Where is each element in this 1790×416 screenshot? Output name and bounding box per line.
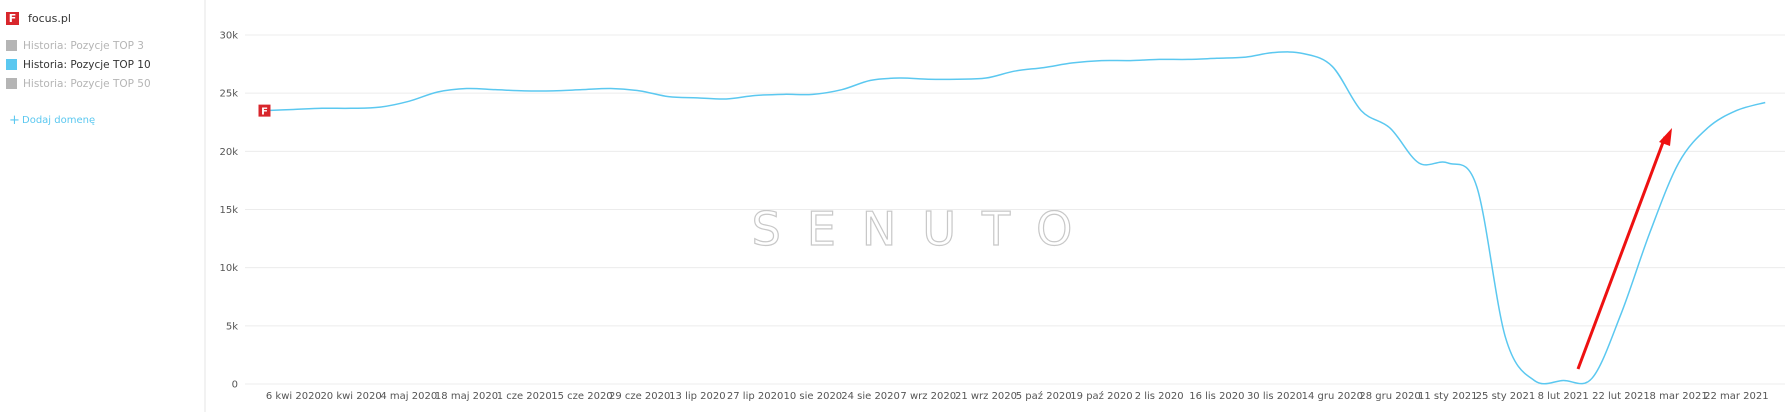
x-tick-label: 4 maj 2020	[380, 391, 437, 402]
x-tick-label: 1 cze 2020	[497, 391, 552, 402]
x-tick-label: 28 gru 2020	[1359, 391, 1420, 402]
x-tick-label: 2 lis 2020	[1135, 391, 1184, 402]
annotation-arrow	[1576, 136, 1667, 370]
add-icon[interactable]: +	[9, 113, 20, 128]
x-tick-label: 21 wrz 2020	[955, 391, 1017, 402]
domain-name[interactable]: focus.pl	[28, 12, 71, 25]
x-tick-label: 29 cze 2020	[609, 391, 670, 402]
x-tick-label: 25 sty 2021	[1476, 391, 1536, 402]
y-tick-label: 5k	[226, 321, 238, 332]
x-tick-label: 19 paź 2020	[1070, 390, 1132, 402]
logo-letter: F	[9, 12, 17, 25]
legend-item[interactable]: Historia: Pozycje TOP 50	[23, 78, 151, 90]
legend-item[interactable]: Historia: Pozycje TOP 3	[23, 40, 144, 52]
legend-item[interactable]: Historia: Pozycje TOP 10	[23, 59, 151, 71]
y-tick-label: 0	[232, 380, 238, 391]
y-tick-label: 15k	[219, 205, 238, 216]
y-tick-label: 30k	[219, 31, 238, 42]
y-tick-label: 25k	[219, 89, 238, 100]
x-tick-label: 27 lip 2020	[727, 391, 783, 402]
legend-swatch	[6, 40, 17, 51]
x-tick-label: 10 sie 2020	[784, 391, 843, 402]
domain-logo	[6, 12, 19, 25]
x-tick-label: 6 kwi 2020	[266, 391, 321, 402]
legend-swatch	[6, 59, 17, 70]
line-series	[264, 51, 1766, 385]
x-tick-label: 16 lis 2020	[1189, 391, 1244, 402]
series-logo-letter: F	[261, 107, 268, 118]
y-tick-label: 10k	[219, 263, 238, 274]
x-tick-label: 13 lip 2020	[669, 391, 725, 402]
legend-swatch	[6, 78, 17, 89]
plot: 0 5k 10k 15k 20k 25k 30k 6 kwi 2020 20 kwi 20204…	[219, 31, 1785, 402]
x-tick-label: 8 lut 2021	[1538, 391, 1589, 402]
x-tick-label: 22 mar 2021	[1704, 391, 1769, 402]
arrow-head	[1659, 128, 1672, 146]
x-tick-label: 7 wrz 2020	[900, 391, 956, 402]
x-tick-label: 14 gru 2020	[1302, 391, 1363, 402]
x-tick-label: 20 kwi 2020	[320, 391, 381, 402]
x-tick-label: 30 lis 2020	[1247, 391, 1302, 402]
x-tick-label: 15 cze 2020	[551, 391, 612, 402]
x-tick-label: 8 mar 2021	[1650, 391, 1708, 402]
x-tick-label: 5 paź 2020	[1016, 390, 1072, 402]
x-tick-label: 24 sie 2020	[841, 391, 900, 402]
x-tick-label: 18 maj 2020	[435, 391, 498, 402]
x-tick-label: 22 lut 2021	[1592, 391, 1650, 402]
add-domain[interactable]: Dodaj domenę	[22, 115, 95, 126]
x-tick-label: 11 sty 2021	[1418, 391, 1478, 402]
y-tick-label: 20k	[219, 147, 238, 158]
watermark: SENUTO	[752, 202, 1099, 256]
series-logo	[258, 104, 271, 117]
